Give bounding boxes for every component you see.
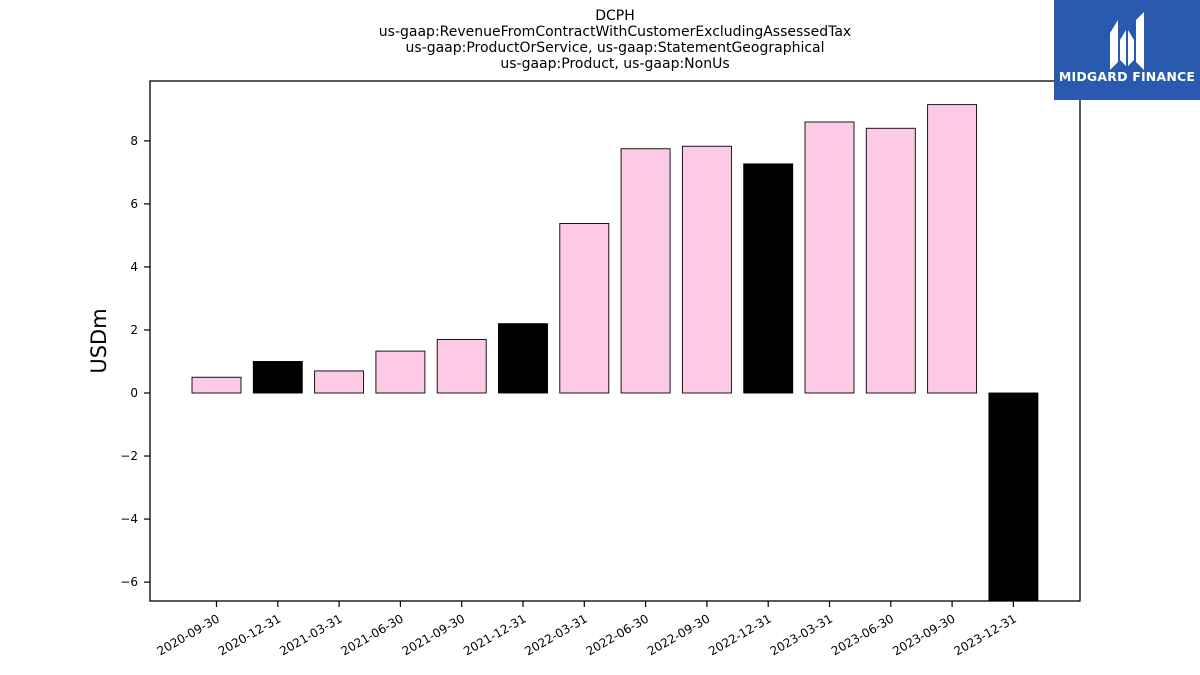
bar-2020-12-31: [252, 361, 303, 394]
bar-2022-06-30: [620, 148, 671, 394]
bar-2022-03-31: [559, 222, 610, 394]
x-tick-label: 2021-03-31: [277, 611, 344, 658]
x-tick-label: 2020-12-31: [216, 611, 283, 658]
bars-group: [191, 104, 1039, 602]
y-tick-label: 2: [130, 323, 138, 337]
bar-2021-12-31: [498, 323, 548, 394]
chart-title-line-2: us-gaap:RevenueFromContractWithCustomerE…: [378, 24, 852, 40]
x-tick-label: 2023-09-30: [890, 611, 957, 658]
y-axis-ticks: −6 −4 −2 0 2 4 6 8: [120, 134, 150, 589]
x-tick-label: 2022-06-30: [584, 611, 651, 658]
x-axis-ticks: 2020-09-302020-12-312021-03-312021-06-30…: [155, 601, 1019, 658]
x-tick-label: 2023-12-31: [951, 611, 1018, 658]
y-tick-label: −4: [120, 512, 138, 526]
bar-2022-12-31: [743, 163, 794, 394]
x-tick-label: 2022-09-30: [645, 611, 712, 658]
y-axis-label: USDm: [87, 308, 111, 373]
x-tick-label: 2022-12-31: [706, 611, 773, 658]
y-tick-label: 4: [130, 260, 138, 274]
logo-text: MIDGARD FINANCE: [1058, 69, 1196, 84]
x-tick-label: 2021-09-30: [400, 611, 467, 658]
y-tick-label: 6: [130, 197, 138, 211]
bar-2023-06-30: [865, 127, 916, 394]
y-tick-label: 0: [130, 386, 138, 400]
bar-2021-03-31: [314, 370, 365, 394]
chart-title-line-1: DCPH: [595, 8, 635, 24]
x-tick-label: 2020-09-30: [155, 611, 222, 658]
chart-title-line-3: us-gaap:ProductOrService, us-gaap:Statem…: [405, 40, 825, 56]
bar-2022-09-30: [681, 145, 732, 394]
midgard-finance-logo: MIDGARD FINANCE: [1054, 0, 1200, 100]
chart-title-line-4: us-gaap:Product, us-gaap:NonUs: [500, 56, 730, 72]
x-tick-label: 2023-03-31: [768, 611, 835, 658]
x-tick-label: 2021-06-30: [338, 611, 405, 658]
x-tick-label: 2022-03-31: [522, 611, 589, 658]
y-tick-label: 8: [130, 134, 138, 148]
logo-mark-icon: [1110, 12, 1144, 70]
bar-2020-09-30: [191, 376, 242, 394]
plot-frame: [149, 80, 1081, 602]
y-tick-label: −6: [120, 575, 138, 589]
y-tick-label: −2: [120, 449, 138, 463]
bar-2023-09-30: [927, 104, 978, 394]
x-tick-label: 2023-06-30: [829, 611, 896, 658]
x-tick-label: 2021-12-31: [461, 611, 528, 658]
bar-2023-03-31: [804, 121, 855, 394]
bar-2023-12-31: [988, 392, 1039, 602]
bar-2021-09-30: [436, 338, 487, 394]
bar-2021-06-30: [375, 350, 426, 394]
